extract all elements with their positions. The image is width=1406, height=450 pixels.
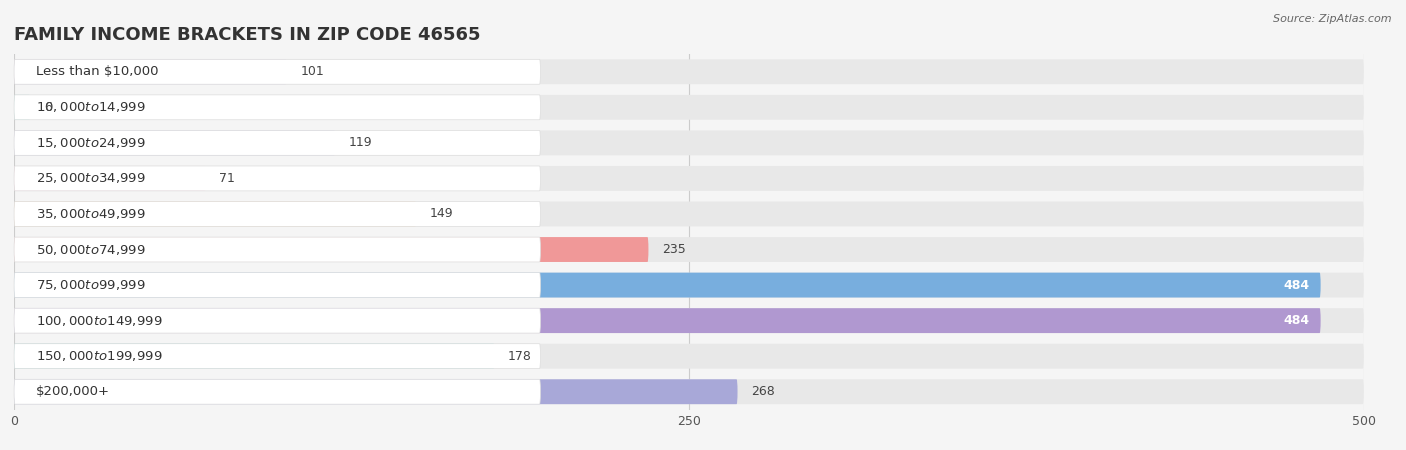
Text: 235: 235	[662, 243, 686, 256]
Text: 71: 71	[219, 172, 235, 185]
FancyBboxPatch shape	[14, 237, 648, 262]
FancyBboxPatch shape	[14, 308, 540, 333]
Text: 149: 149	[430, 207, 453, 220]
Text: $100,000 to $149,999: $100,000 to $149,999	[35, 314, 162, 328]
FancyBboxPatch shape	[14, 130, 540, 155]
FancyBboxPatch shape	[14, 344, 1364, 369]
FancyBboxPatch shape	[14, 379, 540, 404]
Text: 484: 484	[1284, 314, 1310, 327]
FancyBboxPatch shape	[14, 95, 540, 120]
FancyBboxPatch shape	[14, 59, 540, 84]
FancyBboxPatch shape	[14, 59, 287, 84]
FancyBboxPatch shape	[14, 237, 540, 262]
FancyBboxPatch shape	[14, 59, 1364, 84]
Text: $25,000 to $34,999: $25,000 to $34,999	[35, 171, 145, 185]
FancyBboxPatch shape	[14, 344, 495, 369]
Text: 101: 101	[301, 65, 323, 78]
FancyBboxPatch shape	[14, 130, 1364, 155]
FancyBboxPatch shape	[14, 273, 540, 297]
Text: $10,000 to $14,999: $10,000 to $14,999	[35, 100, 145, 114]
Text: $200,000+: $200,000+	[35, 385, 110, 398]
Text: Less than $10,000: Less than $10,000	[35, 65, 157, 78]
Text: $15,000 to $24,999: $15,000 to $24,999	[35, 136, 145, 150]
FancyBboxPatch shape	[14, 237, 1364, 262]
Text: $150,000 to $199,999: $150,000 to $199,999	[35, 349, 162, 363]
Text: $75,000 to $99,999: $75,000 to $99,999	[35, 278, 145, 292]
Text: 268: 268	[751, 385, 775, 398]
FancyBboxPatch shape	[14, 166, 540, 191]
FancyBboxPatch shape	[14, 130, 335, 155]
FancyBboxPatch shape	[14, 379, 1364, 404]
Text: $50,000 to $74,999: $50,000 to $74,999	[35, 243, 145, 256]
FancyBboxPatch shape	[14, 166, 1364, 191]
FancyBboxPatch shape	[14, 344, 540, 369]
Text: Source: ZipAtlas.com: Source: ZipAtlas.com	[1274, 14, 1392, 23]
FancyBboxPatch shape	[14, 166, 205, 191]
Text: 6: 6	[44, 101, 52, 114]
Text: $35,000 to $49,999: $35,000 to $49,999	[35, 207, 145, 221]
FancyBboxPatch shape	[14, 202, 540, 226]
FancyBboxPatch shape	[14, 308, 1320, 333]
FancyBboxPatch shape	[14, 273, 1320, 297]
FancyBboxPatch shape	[14, 308, 1364, 333]
FancyBboxPatch shape	[14, 95, 31, 120]
FancyBboxPatch shape	[14, 95, 1364, 120]
Text: 119: 119	[349, 136, 373, 149]
FancyBboxPatch shape	[14, 202, 416, 226]
FancyBboxPatch shape	[14, 202, 1364, 226]
Text: FAMILY INCOME BRACKETS IN ZIP CODE 46565: FAMILY INCOME BRACKETS IN ZIP CODE 46565	[14, 26, 481, 44]
FancyBboxPatch shape	[14, 379, 738, 404]
Text: 178: 178	[508, 350, 531, 363]
Text: 484: 484	[1284, 279, 1310, 292]
FancyBboxPatch shape	[14, 273, 1364, 297]
